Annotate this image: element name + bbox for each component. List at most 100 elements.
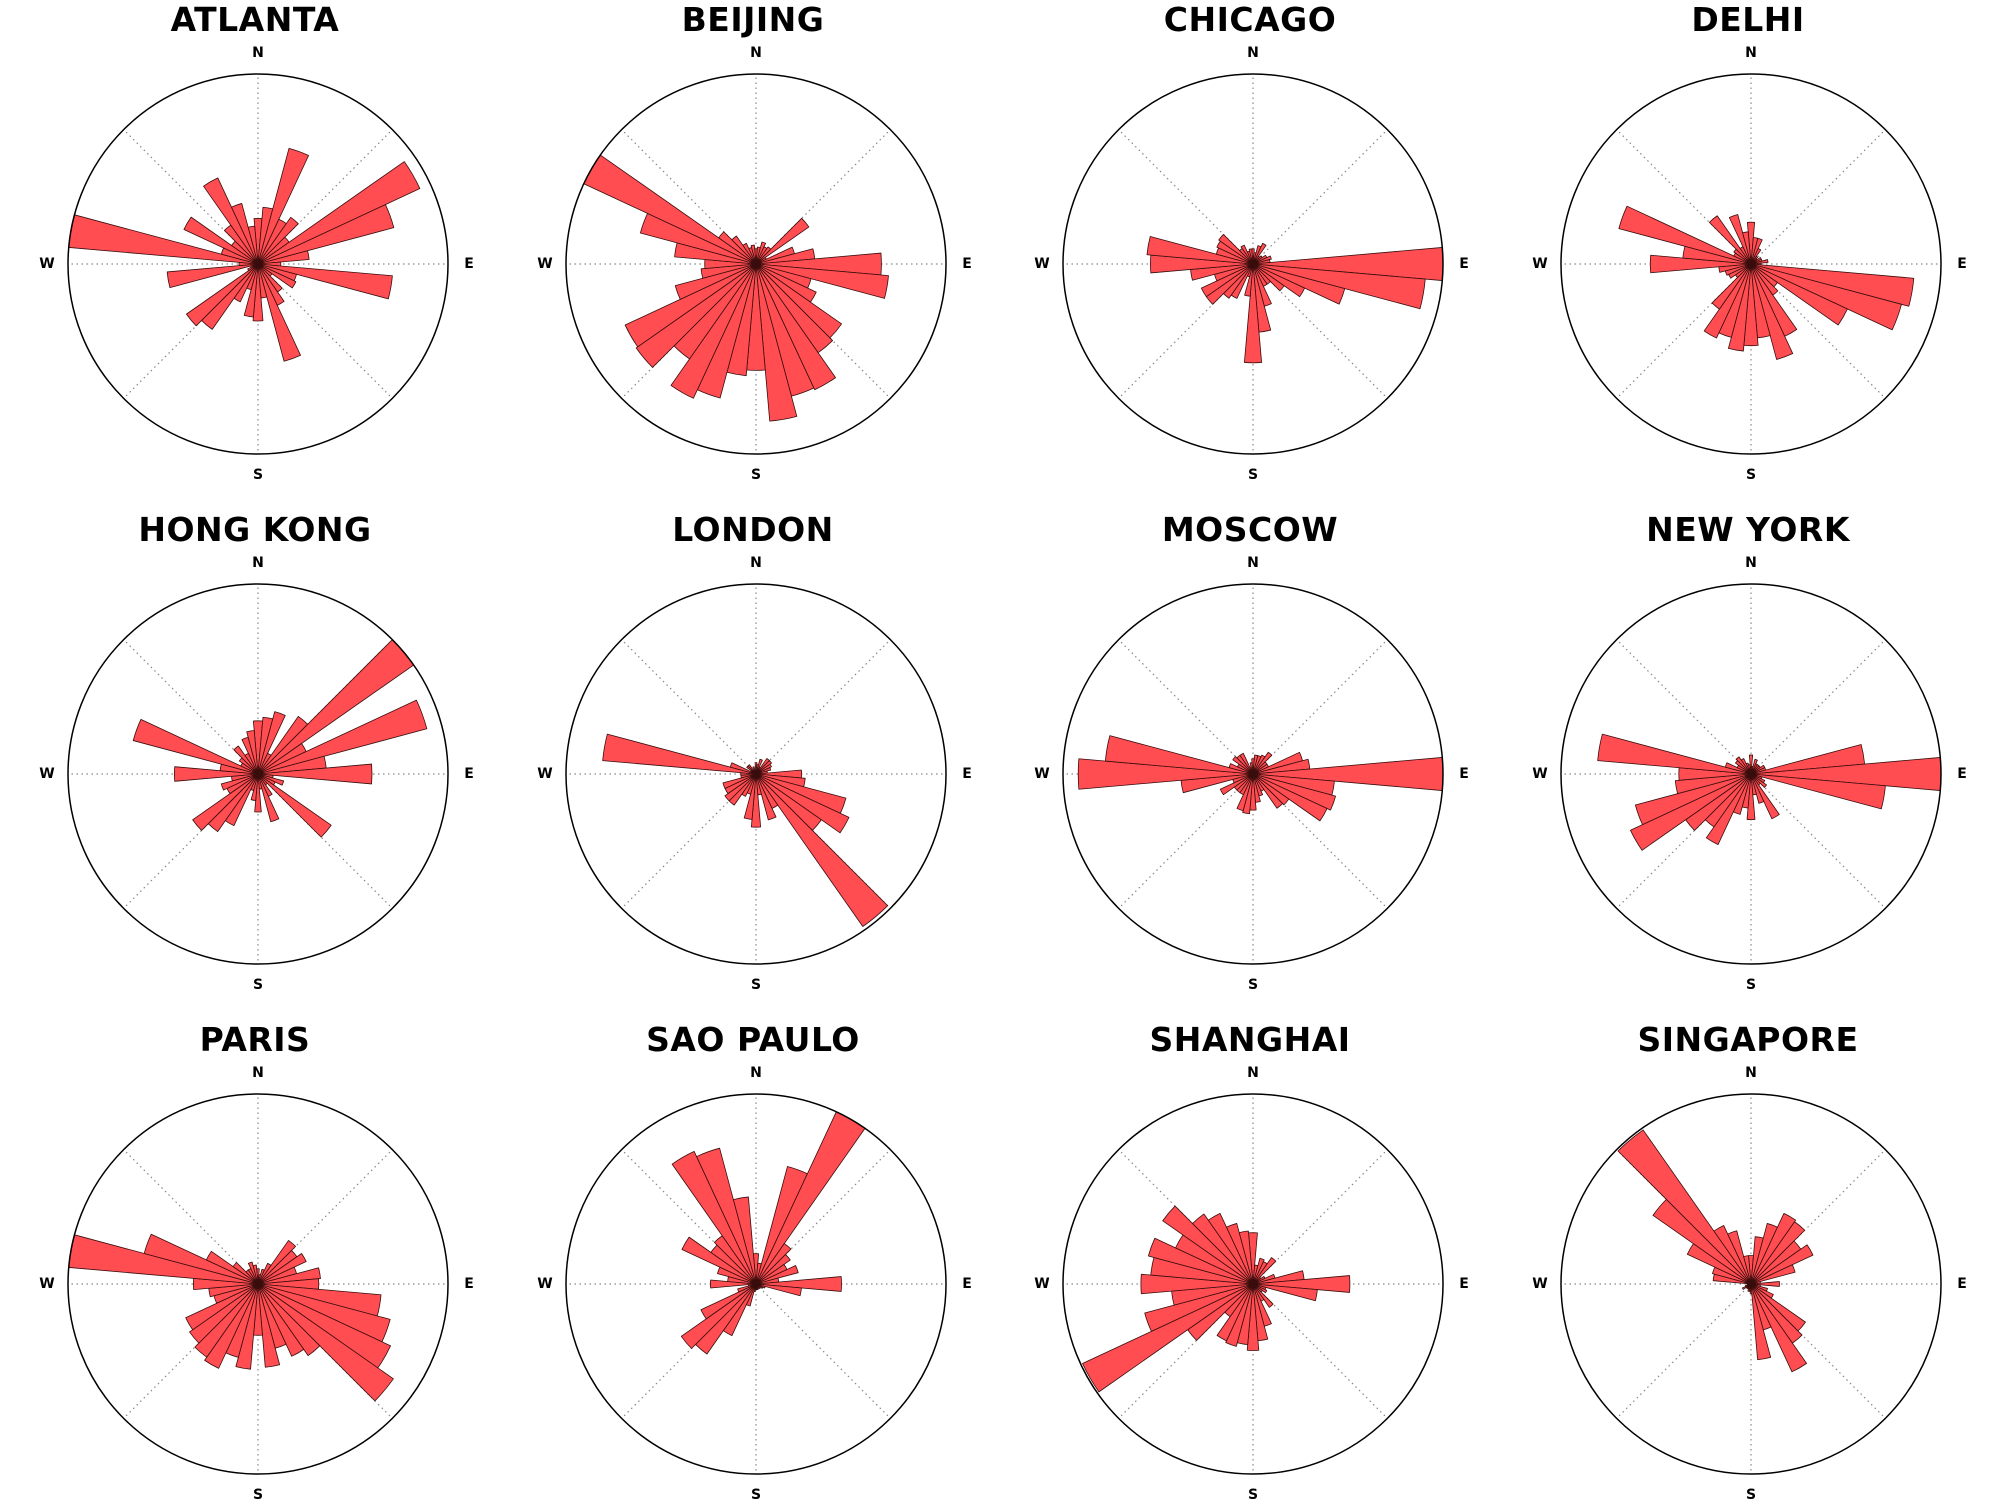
- wind-bar: [1750, 259, 1769, 265]
- wind-bar: [257, 1283, 394, 1402]
- wind-bar: [1200, 263, 1254, 298]
- wind-bar: [257, 147, 309, 265]
- wind-bar: [257, 773, 332, 838]
- wind-bar: [1192, 1213, 1254, 1285]
- wind-bar: [1238, 1230, 1254, 1285]
- direction-label: E: [1459, 256, 1469, 272]
- wind-bar: [709, 1279, 757, 1289]
- direction-label: W: [537, 1276, 552, 1292]
- wind-bar: [257, 1267, 321, 1285]
- grid-spoke: [1252, 1283, 1388, 1419]
- wind-bar: [183, 216, 259, 265]
- wind-bar: [257, 639, 415, 775]
- polar-plot: N E S W: [537, 1065, 972, 1503]
- wind-bar: [1216, 1283, 1254, 1342]
- wind-bar: [1727, 1230, 1752, 1285]
- wind-bar: [680, 1283, 757, 1349]
- wind-bar: [1735, 756, 1752, 775]
- wind-bar: [755, 263, 798, 422]
- direction-label: W: [39, 1276, 54, 1292]
- outer-circle: [565, 583, 947, 965]
- outer-circle: [1062, 1093, 1444, 1475]
- wind-bar: [1207, 1213, 1254, 1285]
- outer-circle: [1560, 73, 1942, 455]
- wind-bar: [1750, 1213, 1797, 1285]
- wind-bar: [755, 1111, 866, 1285]
- wind-bar: [247, 1261, 259, 1285]
- wind-bar: [1252, 773, 1336, 811]
- grid-spoke: [1118, 263, 1254, 399]
- grid-spoke: [1252, 639, 1388, 775]
- wind-bar: [754, 769, 757, 775]
- wind-bar: [1750, 1281, 1780, 1287]
- wind-bar: [247, 225, 259, 265]
- direction-label: S: [1248, 467, 1258, 483]
- direction-label: N: [1247, 45, 1259, 61]
- outer-circle: [67, 583, 449, 965]
- wind-bar: [1249, 762, 1254, 775]
- wind-bar: [635, 263, 757, 368]
- grid-spoke: [755, 1149, 891, 1285]
- wind-bar: [194, 1283, 259, 1358]
- wind-bar: [755, 217, 810, 265]
- polar-plot: N E S W: [1532, 1065, 1967, 1503]
- polar-plot: N E S W: [1034, 555, 1469, 993]
- wind-bar: [1708, 215, 1752, 265]
- wind-bar: [700, 1283, 757, 1320]
- wind-bar: [1252, 773, 1328, 822]
- wind-bar: [755, 773, 889, 927]
- wind-bar: [257, 773, 280, 823]
- outer-circle: [67, 1093, 449, 1475]
- wind-bar: [1746, 221, 1756, 265]
- chart-title: CHICAGO: [1163, 0, 1337, 39]
- direction-label: W: [537, 766, 552, 782]
- wind-bar: [755, 773, 777, 821]
- wind-bar: [700, 263, 757, 279]
- wind-bar: [257, 1283, 305, 1357]
- polar-plot: N E S W: [39, 555, 474, 993]
- polar-plot: N E S W: [1532, 45, 1967, 483]
- direction-label: E: [1957, 766, 1967, 782]
- wind-bar: [233, 745, 259, 775]
- grid-spoke: [1252, 263, 1388, 399]
- wind-bar: [1252, 1257, 1277, 1285]
- wind-bar: [1140, 1273, 1254, 1295]
- wind-rose-panel: NEW YORK N E S W: [1518, 510, 1978, 1000]
- wind-bar: [1248, 248, 1254, 265]
- direction-label: W: [1034, 256, 1049, 272]
- wind-bar: [1750, 1283, 1807, 1373]
- wind-bar: [1748, 754, 1754, 775]
- polar-plot: N E S W: [537, 45, 972, 483]
- grid-spoke: [123, 1149, 259, 1285]
- wind-bar: [624, 263, 757, 348]
- wind-bar: [166, 263, 259, 288]
- grid-spoke: [1616, 773, 1752, 909]
- wind-rose-panel: DELHI N E S W: [1518, 0, 1978, 490]
- wind-bar: [257, 263, 301, 362]
- wind-bar: [1240, 244, 1254, 265]
- wind-bar: [132, 719, 259, 775]
- wind-bar: [583, 154, 757, 265]
- grid-spoke: [621, 639, 757, 775]
- polar-plot: N E S W: [1034, 45, 1469, 483]
- direction-label: N: [1745, 1065, 1757, 1081]
- grid-spoke: [1252, 1149, 1388, 1285]
- wind-rose-panel: MOSCOW N E S W: [1020, 510, 1480, 1000]
- direction-label: W: [1532, 256, 1547, 272]
- wind-bar: [1218, 234, 1254, 265]
- wind-bar: [755, 1254, 791, 1285]
- outer-circle: [1062, 583, 1444, 965]
- wind-rose-panel: PARIS N E S W: [25, 1020, 485, 1510]
- wind-bar: [1674, 773, 1752, 795]
- grid-spoke: [1750, 1149, 1886, 1285]
- wind-bar: [1630, 773, 1752, 851]
- grid-spoke: [1616, 129, 1752, 265]
- wind-bar: [1750, 263, 1848, 326]
- wind-bar: [1617, 1129, 1752, 1285]
- wind-bar: [174, 766, 259, 782]
- wind-bar: [718, 231, 757, 265]
- wind-bar: [1750, 1283, 1772, 1361]
- grid-spoke: [621, 1149, 757, 1285]
- polar-plot: N E S W: [1532, 555, 1967, 993]
- wind-bar: [755, 1265, 799, 1285]
